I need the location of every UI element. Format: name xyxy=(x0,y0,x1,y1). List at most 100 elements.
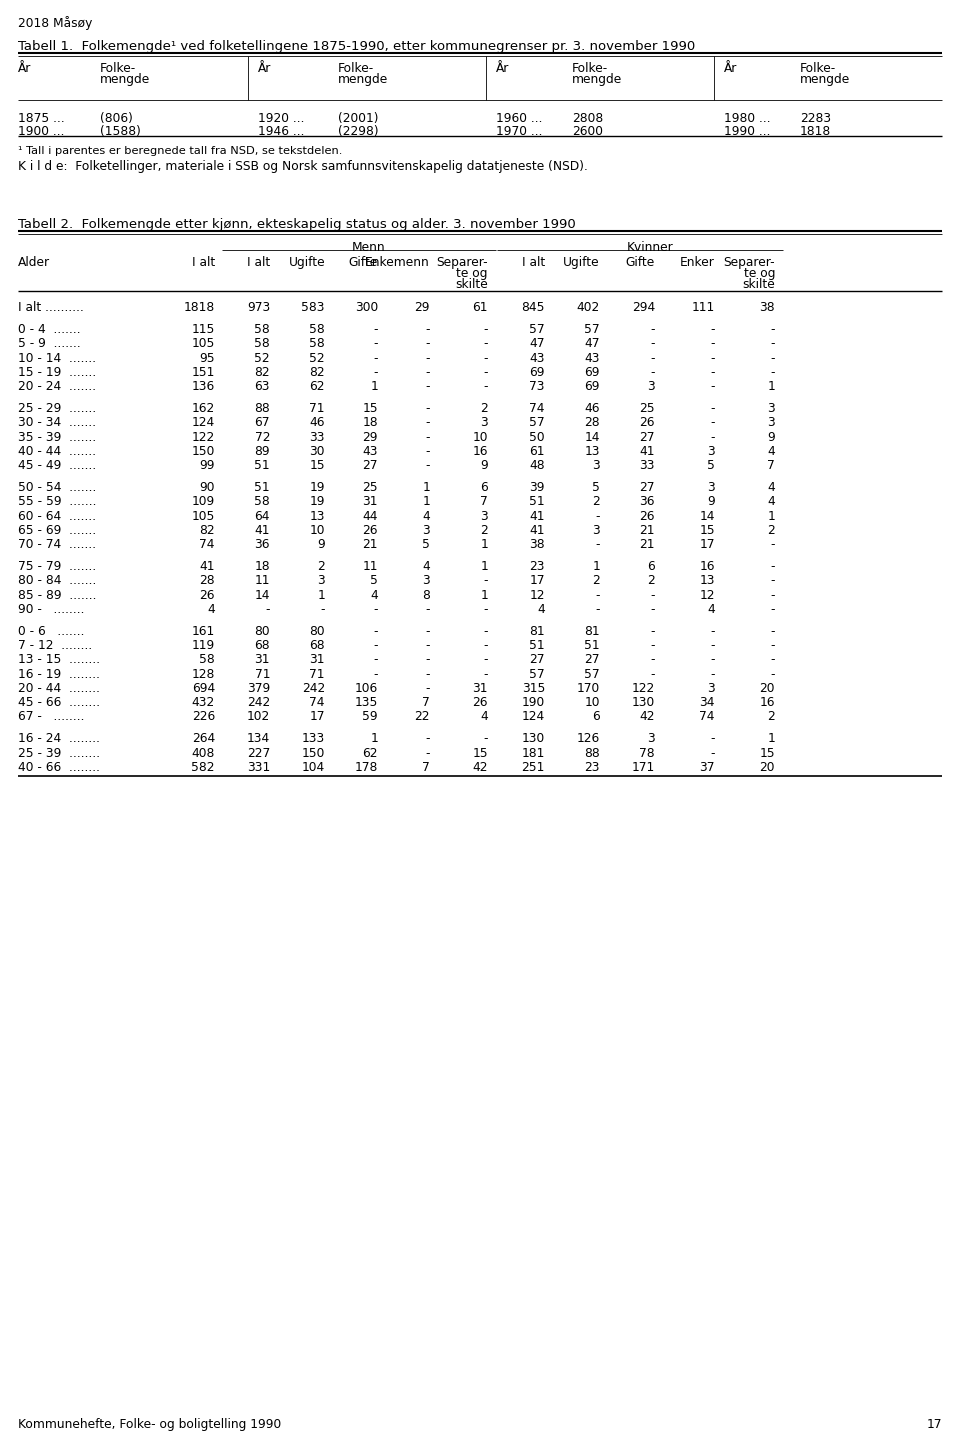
Text: 7 - 12  ........: 7 - 12 ........ xyxy=(18,639,92,652)
Text: 47: 47 xyxy=(530,337,545,351)
Text: 11: 11 xyxy=(363,560,378,573)
Text: 190: 190 xyxy=(521,696,545,709)
Text: 40 - 66  ........: 40 - 66 ........ xyxy=(18,761,100,774)
Text: 20: 20 xyxy=(759,682,775,695)
Text: -: - xyxy=(651,589,655,602)
Text: 74: 74 xyxy=(200,537,215,552)
Text: 2018 Måsøy: 2018 Måsøy xyxy=(18,16,92,30)
Text: -: - xyxy=(373,603,378,616)
Text: -: - xyxy=(651,324,655,337)
Text: 7: 7 xyxy=(422,696,430,709)
Text: År: År xyxy=(724,62,737,75)
Text: 105: 105 xyxy=(192,337,215,351)
Text: Kommunehefte, Folke- og boligtelling 1990: Kommunehefte, Folke- og boligtelling 199… xyxy=(18,1419,281,1432)
Text: I alt: I alt xyxy=(521,257,545,269)
Text: 582: 582 xyxy=(191,761,215,774)
Text: 80: 80 xyxy=(309,625,325,638)
Text: -: - xyxy=(373,668,378,681)
Text: 973: 973 xyxy=(247,301,270,314)
Text: 58: 58 xyxy=(254,496,270,509)
Text: 1920 ...: 1920 ... xyxy=(258,112,304,125)
Text: -: - xyxy=(425,365,430,378)
Text: 1946 ...: 1946 ... xyxy=(258,125,304,138)
Text: -: - xyxy=(710,337,715,351)
Text: 3: 3 xyxy=(767,417,775,430)
Text: -: - xyxy=(425,403,430,416)
Text: 4: 4 xyxy=(371,589,378,602)
Text: 1: 1 xyxy=(480,560,488,573)
Text: 63: 63 xyxy=(254,380,270,393)
Text: (2298): (2298) xyxy=(338,125,378,138)
Text: 58: 58 xyxy=(309,337,325,351)
Text: 58: 58 xyxy=(254,324,270,337)
Text: 151: 151 xyxy=(192,365,215,378)
Text: (806): (806) xyxy=(100,112,132,125)
Text: 162: 162 xyxy=(192,403,215,416)
Text: 27: 27 xyxy=(639,481,655,494)
Text: -: - xyxy=(373,351,378,364)
Text: -: - xyxy=(425,603,430,616)
Text: 82: 82 xyxy=(309,365,325,378)
Text: 13: 13 xyxy=(700,575,715,588)
Text: 2808: 2808 xyxy=(572,112,603,125)
Text: 2: 2 xyxy=(767,711,775,724)
Text: 71: 71 xyxy=(309,403,325,416)
Text: 31: 31 xyxy=(472,682,488,695)
Text: 50 - 54  .......: 50 - 54 ....... xyxy=(18,481,96,494)
Text: -: - xyxy=(373,324,378,337)
Text: 10: 10 xyxy=(472,430,488,444)
Text: 9: 9 xyxy=(767,430,775,444)
Text: -: - xyxy=(651,365,655,378)
Text: 5: 5 xyxy=(371,575,378,588)
Text: 1: 1 xyxy=(422,481,430,494)
Text: 41: 41 xyxy=(530,524,545,537)
Text: Folke-: Folke- xyxy=(100,62,136,75)
Text: 57: 57 xyxy=(585,668,600,681)
Text: 40 - 44  .......: 40 - 44 ....... xyxy=(18,444,96,457)
Text: 18: 18 xyxy=(254,560,270,573)
Text: 36: 36 xyxy=(254,537,270,552)
Text: -: - xyxy=(484,337,488,351)
Text: -: - xyxy=(425,732,430,745)
Text: 10: 10 xyxy=(309,524,325,537)
Text: 60 - 64  .......: 60 - 64 ....... xyxy=(18,510,96,523)
Text: skilte: skilte xyxy=(742,278,775,291)
Text: 19: 19 xyxy=(309,496,325,509)
Text: -: - xyxy=(771,351,775,364)
Text: 122: 122 xyxy=(192,430,215,444)
Text: -: - xyxy=(710,653,715,666)
Text: Enker: Enker xyxy=(680,257,715,269)
Text: 242: 242 xyxy=(247,696,270,709)
Text: 58: 58 xyxy=(309,324,325,337)
Text: te og: te og xyxy=(743,267,775,279)
Text: 27: 27 xyxy=(363,459,378,471)
Text: 1: 1 xyxy=(371,732,378,745)
Text: Ugifte: Ugifte xyxy=(288,257,325,269)
Text: År: År xyxy=(18,62,32,75)
Text: 242: 242 xyxy=(301,682,325,695)
Text: 2: 2 xyxy=(592,575,600,588)
Text: 68: 68 xyxy=(254,639,270,652)
Text: -: - xyxy=(595,510,600,523)
Text: 69: 69 xyxy=(530,365,545,378)
Text: -: - xyxy=(771,668,775,681)
Text: 15: 15 xyxy=(309,459,325,471)
Text: -: - xyxy=(425,459,430,471)
Text: 3: 3 xyxy=(592,524,600,537)
Text: 12: 12 xyxy=(700,589,715,602)
Text: -: - xyxy=(710,732,715,745)
Text: 3: 3 xyxy=(317,575,325,588)
Text: -: - xyxy=(710,430,715,444)
Text: 3: 3 xyxy=(708,481,715,494)
Text: -: - xyxy=(595,603,600,616)
Text: 2: 2 xyxy=(480,524,488,537)
Text: 19: 19 xyxy=(309,481,325,494)
Text: 23: 23 xyxy=(530,560,545,573)
Text: 4: 4 xyxy=(422,560,430,573)
Text: 0 - 6   .......: 0 - 6 ....... xyxy=(18,625,84,638)
Text: 102: 102 xyxy=(247,711,270,724)
Text: 178: 178 xyxy=(354,761,378,774)
Text: 31: 31 xyxy=(363,496,378,509)
Text: 3: 3 xyxy=(422,575,430,588)
Text: 25 - 29  .......: 25 - 29 ....... xyxy=(18,403,96,416)
